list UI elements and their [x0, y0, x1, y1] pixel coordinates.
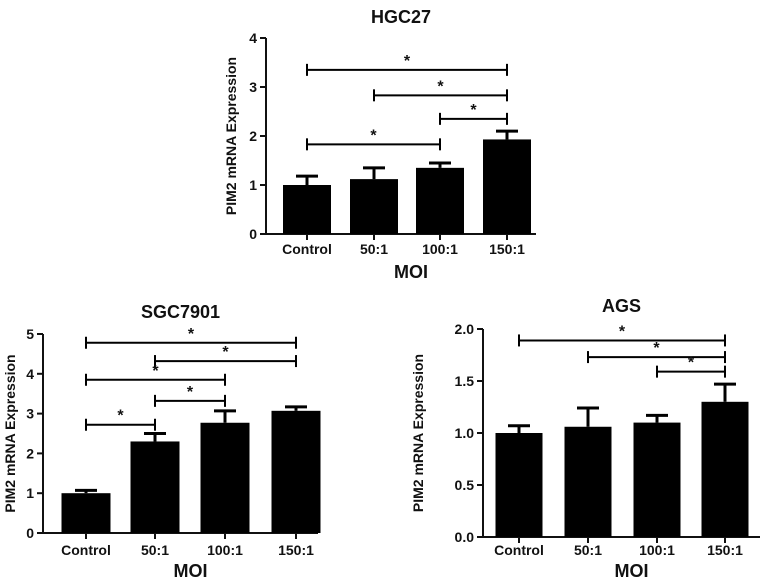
y-tick-label: 1 [26, 485, 34, 501]
y-tick-label: 1.5 [455, 373, 475, 389]
y-axis-label: PIM2 mRNA Expression [410, 354, 426, 512]
y-tick-label: 2.0 [455, 321, 475, 337]
x-axis-label: MOI [394, 262, 428, 282]
y-tick-label: 2 [26, 445, 34, 461]
bar [483, 139, 531, 234]
bar [701, 401, 749, 537]
chart-title: HGC27 [371, 7, 431, 27]
y-tick-label: 3 [249, 79, 257, 95]
significance-star: * [470, 102, 477, 119]
y-tick-label: 3 [26, 406, 34, 422]
significance-star: * [404, 53, 411, 70]
bar [495, 433, 543, 537]
chart-title: AGS [602, 296, 641, 316]
bar [416, 167, 464, 234]
bar [61, 493, 111, 533]
y-tick-label: 1.0 [455, 425, 475, 441]
x-tick-label: 50:1 [141, 542, 169, 558]
y-axis-label: PIM2 mRNA Expression [2, 354, 18, 512]
x-tick-label: 50:1 [360, 241, 388, 257]
x-tick-label: Control [282, 241, 332, 257]
y-tick-label: 4 [249, 30, 257, 46]
significance-star: * [188, 326, 195, 343]
y-tick-label: 0.5 [455, 477, 475, 493]
y-axis-label: PIM2 mRNA Expression [223, 57, 239, 215]
y-tick-label: 0 [249, 226, 257, 242]
significance-star: * [222, 344, 229, 361]
x-axis-label: MOI [615, 561, 649, 581]
significance-star: * [437, 78, 444, 95]
x-tick-label: 50:1 [574, 542, 602, 558]
bar [271, 410, 321, 533]
significance-star: * [619, 323, 626, 340]
x-tick-label: 100:1 [639, 542, 675, 558]
chart-1: HGC27 0 1 2 3 4 PIM2 mRNA Expression Control 50:… [223, 7, 536, 282]
x-tick-label: 150:1 [278, 542, 314, 558]
x-tick-label: 100:1 [422, 241, 458, 257]
x-tick-label: 100:1 [207, 542, 243, 558]
y-tick-label: 4 [26, 366, 34, 382]
y-tick-label: 0 [26, 525, 34, 541]
bar [283, 185, 331, 234]
x-tick-label: 150:1 [489, 241, 525, 257]
significance-star: * [370, 127, 377, 144]
bar [200, 422, 250, 533]
y-tick-label: 2 [249, 128, 257, 144]
chart-2: SGC7901 0 1 2 3 4 5 PIM2 mRNA Expression Control… [2, 302, 321, 581]
x-tick-label: Control [494, 542, 544, 558]
significance-star: * [117, 408, 124, 425]
significance-star: * [653, 340, 660, 357]
bar [633, 422, 681, 537]
y-tick-label: 1 [249, 177, 257, 193]
x-tick-label: 150:1 [707, 542, 743, 558]
bar [130, 441, 180, 533]
y-tick-label: 0.0 [455, 529, 475, 545]
bar [350, 179, 398, 234]
y-tick-label: 5 [26, 326, 34, 342]
x-tick-label: Control [61, 542, 111, 558]
chart-3: AGS 0.0 0.5 1.0 1.5 2.0 PIM2 mRNA Expression Co… [410, 296, 760, 581]
significance-star: * [688, 355, 695, 372]
x-axis-label: MOI [174, 561, 208, 581]
chart-title: SGC7901 [141, 302, 220, 322]
significance-star: * [152, 363, 159, 380]
significance-star: * [187, 384, 194, 401]
bar [564, 426, 612, 537]
